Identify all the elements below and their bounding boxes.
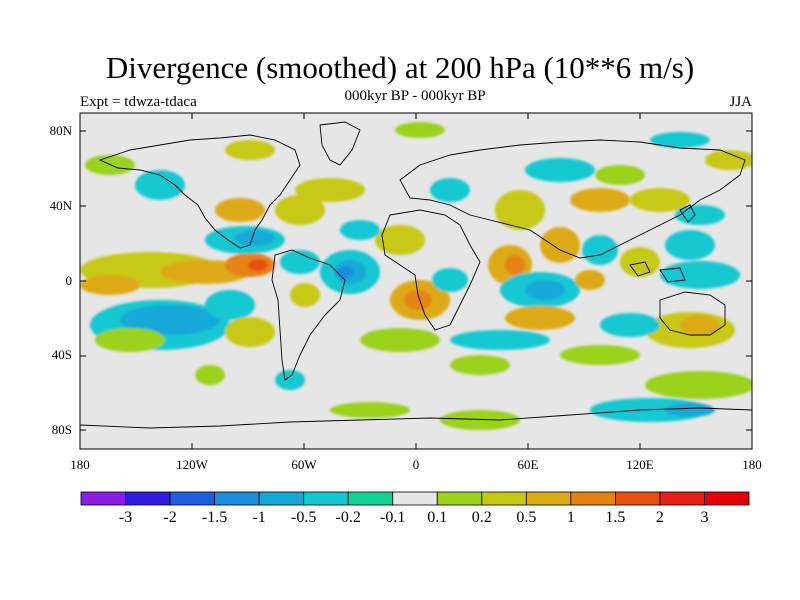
plot-subtitle: 000kyr BP - 000kyr BP: [344, 88, 486, 104]
colorbar-swatch: [303, 491, 349, 506]
colorbar-swatch: [125, 491, 171, 506]
colorbar-label: 1.5: [605, 509, 626, 526]
colorbar-label: -2: [163, 509, 177, 526]
lat-tick-80s: 80S: [51, 422, 72, 437]
colorbar-label: 1: [566, 509, 575, 526]
colorbar-swatch: [659, 491, 705, 506]
colorbar-label: -1: [252, 509, 266, 526]
lon-tick-120e: 120E: [626, 457, 654, 472]
colorbar: [80, 491, 750, 506]
colorbar-swatch: [704, 491, 750, 506]
colorbar-label: -0.5: [290, 509, 317, 526]
colorbar-swatch: [570, 491, 616, 506]
lon-tick-0: 0: [412, 457, 420, 472]
colorbar-label: 2: [655, 509, 664, 526]
lon-tick-180w: 180: [70, 457, 90, 472]
colorbar-swatch: [615, 491, 661, 506]
colorbar-swatch: [347, 491, 394, 506]
colorbar-label: -0.1: [380, 509, 406, 526]
colorbar-swatch: [392, 491, 438, 506]
lat-tick-40s: 40S: [51, 347, 72, 362]
colorbar-label: -3: [118, 509, 133, 526]
colorbar-label: 3: [700, 509, 709, 526]
season-label: JJA: [729, 94, 752, 110]
colorbar-label: -1.5: [201, 509, 228, 526]
colorbar-label: 0.2: [471, 509, 492, 526]
colorbar-swatch: [436, 491, 483, 506]
plot-title: Divergence (smoothed) at 200 hPa (10**6 …: [105, 50, 695, 85]
lon-tick-120w: 120W: [176, 457, 208, 472]
coastlines: [80, 121, 752, 429]
colorbar-swatch: [214, 491, 260, 506]
lon-tick-60e: 60E: [517, 457, 539, 472]
lon-tick-60w: 60W: [291, 457, 317, 472]
colorbar-swatch: [169, 491, 215, 506]
experiment-label: Expt = tdwza-tdaca: [80, 94, 197, 110]
lat-tick-eq: 0: [65, 273, 73, 288]
colorbar-label: 0.1: [427, 509, 448, 526]
lat-tick-40n: 40N: [49, 198, 72, 213]
colorbar-swatch: [258, 491, 305, 506]
divergence-field: [80, 122, 752, 430]
lat-tick-80n: 80N: [49, 123, 72, 138]
colorbar-label: 0.5: [516, 509, 537, 526]
colorbar-label: -0.2: [335, 509, 361, 526]
colorbar-swatch: [525, 491, 572, 506]
axis-ticks: [80, 113, 752, 449]
colorbar-swatch: [80, 491, 126, 506]
colorbar-swatch: [481, 491, 527, 506]
lon-tick-180e: 180: [742, 457, 762, 472]
